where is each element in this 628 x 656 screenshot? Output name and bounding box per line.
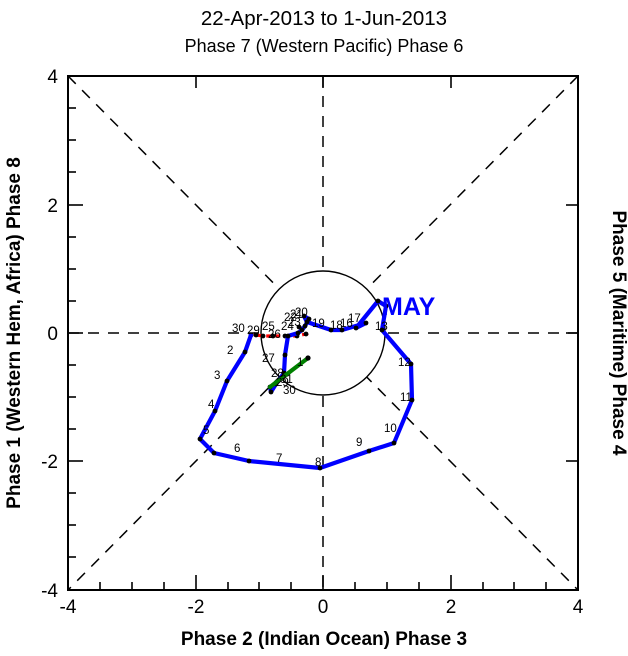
y-tick-0: -4 xyxy=(41,581,58,602)
point-label: 31 xyxy=(280,374,293,386)
x-axis-title: Phase 2 (Indian Ocean) Phase 3 xyxy=(181,629,467,650)
point-label: 9 xyxy=(356,437,362,449)
unit-circle-mask xyxy=(261,271,385,395)
point-label: 30 xyxy=(232,323,245,335)
y-tick-2: 0 xyxy=(47,324,58,345)
point-label: 25 xyxy=(262,321,275,333)
point-label: 10 xyxy=(384,423,397,435)
point-label: 17 xyxy=(348,313,361,325)
point-label: 18 xyxy=(330,320,343,332)
point-labels: 30 29 26 25 24 23 22 21 20 19 18 17 16 1… xyxy=(203,307,412,469)
month-annotation-may: MAY xyxy=(382,293,436,321)
x-tick-2: 0 xyxy=(318,597,329,618)
y-tick-1: -2 xyxy=(41,452,58,473)
point-label: 29 xyxy=(276,377,289,389)
point-label: 20 xyxy=(295,307,308,319)
x-tick-0: -4 xyxy=(60,597,77,618)
y-tick-4: 4 xyxy=(47,67,58,88)
y-axis-title: Phase 1 (Western Hem, Africa) Phase 8 xyxy=(4,157,25,509)
point-label: 27 xyxy=(262,353,275,365)
y-tick-3: 2 xyxy=(47,196,58,217)
point-label: 21 xyxy=(290,309,303,321)
point-label: 12 xyxy=(398,357,411,369)
track-june-point xyxy=(305,355,311,361)
point-label: 7 xyxy=(276,453,282,465)
point-label: 23 xyxy=(288,317,301,329)
point-label: 2 xyxy=(227,345,233,357)
point-label: 13 xyxy=(375,321,388,333)
point-label: 8 xyxy=(315,457,321,469)
point-label: 11 xyxy=(400,392,412,404)
point-label: 26 xyxy=(268,329,281,341)
point-label: 24 xyxy=(281,321,294,333)
track-may-points xyxy=(197,298,415,471)
point-label: 30 xyxy=(283,385,296,397)
point-label: 22 xyxy=(284,312,297,324)
point-label: 16 xyxy=(340,318,353,330)
track-june xyxy=(267,355,311,390)
point-label: 1 xyxy=(297,357,303,369)
top-axis-label: Phase 7 (Western Pacific) Phase 6 xyxy=(185,36,464,56)
point-label: 5 xyxy=(203,425,209,437)
point-label: 19 xyxy=(312,318,325,330)
point-label: 29 xyxy=(247,325,260,337)
point-label: 4 xyxy=(208,399,215,411)
point-label: 6 xyxy=(234,443,240,455)
y-axis-ticks xyxy=(68,75,578,591)
point-label: 28 xyxy=(271,368,284,380)
x-tick-4: 4 xyxy=(573,597,584,618)
x-tick-labels: -4 -2 0 2 4 xyxy=(60,597,584,618)
track-april-points xyxy=(248,324,309,339)
point-label: 3 xyxy=(214,370,220,382)
right-axis-title: Phase 5 (Maritime) Phase 4 xyxy=(608,211,628,456)
y-tick-labels: -4 -2 0 2 4 xyxy=(41,67,58,602)
x-tick-3: 2 xyxy=(446,597,457,618)
x-tick-1: -2 xyxy=(188,597,205,618)
x-axis-ticks xyxy=(67,76,579,590)
page-title: 22-Apr-2013 to 1-Jun-2013 xyxy=(201,7,447,30)
